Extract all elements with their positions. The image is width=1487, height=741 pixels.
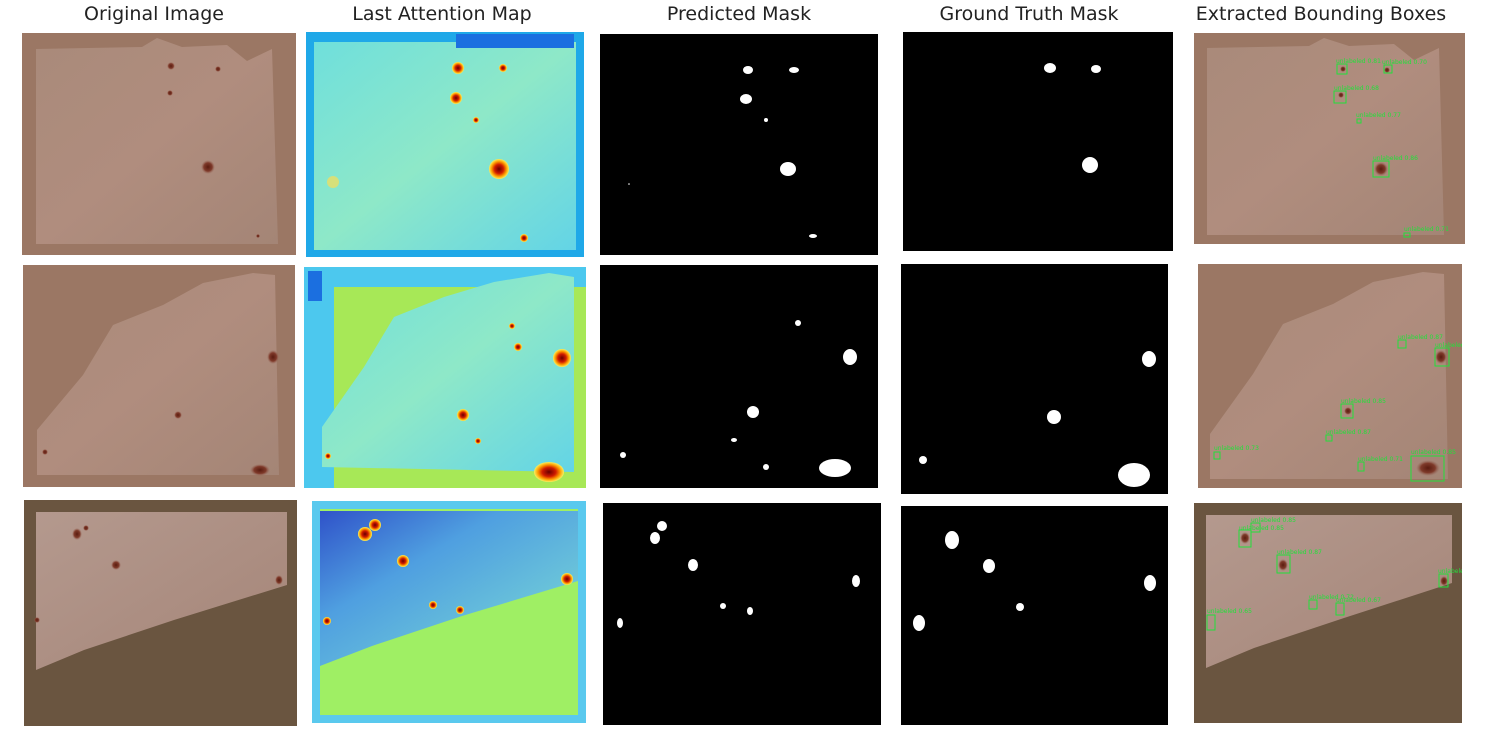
attention-map-1 xyxy=(306,32,584,257)
bounding-boxes-3: unlabeled 0.85 unlabeled 0.85 unlabeled … xyxy=(1194,503,1462,723)
box-label: unlabeled 0.87 xyxy=(1326,429,1371,436)
box-label: unlabeled 0.67 xyxy=(1336,597,1381,604)
box-label: unlabeled 0.86 xyxy=(1373,155,1418,162)
predicted-mask-3 xyxy=(603,503,881,725)
box-label: unlabeled xyxy=(1438,568,1462,575)
predicted-mask-2 xyxy=(600,265,878,488)
predicted-mask-1 xyxy=(600,34,878,255)
box-label: unlabeled 0.68 xyxy=(1334,85,1379,92)
box-label: unlabeled 0.71 xyxy=(1358,456,1403,463)
box-label: unlabeled 0.73 xyxy=(1214,445,1259,452)
original-image-1 xyxy=(22,33,296,255)
lesion xyxy=(167,62,175,70)
column-title-ground-truth: Ground Truth Mask xyxy=(939,3,1119,25)
box-label: unlabeled 0.65 xyxy=(1207,608,1252,615)
bounding-boxes-2: unlabeled 0.87 unlabeled unlabeled 0.85 … xyxy=(1198,264,1462,488)
box-label: unlabeled 0.85 xyxy=(1341,398,1386,405)
box-label: unlabeled 0.71 xyxy=(1404,226,1449,233)
box-label: unlabeled 0.81 xyxy=(1336,58,1381,65)
attention-map-2 xyxy=(304,267,586,488)
ground-truth-mask-3 xyxy=(901,506,1168,725)
box-label: unlabeled 0.85 xyxy=(1251,517,1296,524)
box-label: unlabeled 0.77 xyxy=(1356,112,1401,119)
box-label: unlabeled 0.72 xyxy=(1309,594,1354,601)
column-title-attention: Last Attention Map xyxy=(352,3,532,25)
original-image-2 xyxy=(23,265,295,487)
lesion xyxy=(201,160,215,174)
lesion xyxy=(167,90,173,96)
box-label: unlabeled xyxy=(1435,342,1462,349)
lesion xyxy=(215,66,221,72)
ground-truth-mask-1 xyxy=(903,32,1173,251)
original-image-3 xyxy=(24,500,297,726)
box-label: unlabeled 0.70 xyxy=(1382,59,1427,66)
box-label: unlabeled 0.85 xyxy=(1411,449,1456,456)
ground-truth-mask-2 xyxy=(901,264,1168,494)
lesion xyxy=(256,234,260,238)
column-title-original: Original Image xyxy=(84,3,224,25)
box-label: unlabeled 0.87 xyxy=(1398,334,1443,341)
column-title-boxes: Extracted Bounding Boxes xyxy=(1195,3,1447,25)
column-title-predicted: Predicted Mask xyxy=(666,3,812,25)
box-label: unlabeled 0.87 xyxy=(1277,549,1322,556)
bounding-boxes-1: unlabeled 0.81 unlabeled 0.70 unlabeled … xyxy=(1194,33,1465,244)
attention-map-3 xyxy=(312,501,586,723)
box-label: unlabeled 0.85 xyxy=(1239,525,1284,532)
